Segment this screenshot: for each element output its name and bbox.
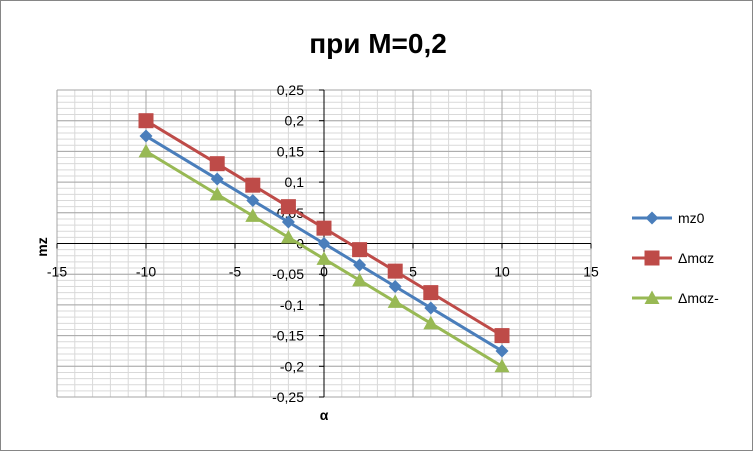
data-point <box>353 258 367 272</box>
data-point <box>139 129 153 143</box>
data-point <box>281 215 295 229</box>
series-3 <box>138 143 510 373</box>
x-tick-label: -15 <box>47 264 67 280</box>
data-point <box>494 358 510 373</box>
x-tick-label: -5 <box>229 264 242 280</box>
legend-label: Δmαz <box>678 250 714 266</box>
legend-label: mz0 <box>678 210 705 226</box>
legend-item[interactable]: mz0 <box>632 210 705 226</box>
data-point <box>352 272 368 287</box>
legend-marker <box>644 250 660 266</box>
data-point <box>138 143 154 158</box>
data-point <box>245 177 261 193</box>
data-point <box>424 301 438 315</box>
data-point <box>209 186 225 201</box>
series-2 <box>138 113 510 344</box>
data-point <box>280 199 296 215</box>
legend-item[interactable]: Δmαz <box>632 250 714 266</box>
data-point <box>387 294 403 308</box>
legend-label: Δmαz- <box>678 290 719 306</box>
data-point <box>387 263 403 279</box>
y-tick-label: -0,15 <box>272 328 304 344</box>
data-point <box>209 156 225 172</box>
data-point <box>388 279 402 293</box>
data-point <box>352 242 368 258</box>
y-axis-label: mz <box>34 237 50 256</box>
data-point <box>246 194 260 208</box>
data-point <box>423 315 439 330</box>
data-point <box>245 208 261 222</box>
series-1 <box>139 129 509 358</box>
series <box>138 113 510 373</box>
data-point <box>316 251 332 265</box>
chart-title: при М=0,2 <box>309 28 447 59</box>
x-tick-label: -10 <box>136 264 156 280</box>
legend-marker <box>645 211 659 225</box>
x-tick-label: 10 <box>494 264 510 280</box>
legend-marker <box>644 290 660 304</box>
data-point <box>316 220 332 236</box>
x-axis-label: α <box>320 407 329 423</box>
y-tick-label: 0,15 <box>277 143 304 159</box>
data-point <box>280 229 296 244</box>
data-point <box>494 328 510 344</box>
x-tick-label: 15 <box>583 264 599 280</box>
data-point <box>210 172 224 186</box>
data-point <box>317 237 331 250</box>
x-tick-label: 0 <box>320 264 328 280</box>
y-tick-label: 0,1 <box>285 174 305 190</box>
legend-item[interactable]: Δmαz- <box>632 290 719 306</box>
data-point <box>138 113 154 129</box>
data-point <box>423 285 439 301</box>
data-point <box>495 344 509 358</box>
y-tick-label: 0,2 <box>285 113 305 129</box>
x-tick-label: 5 <box>409 264 417 280</box>
y-tick-label: -0,05 <box>272 266 304 282</box>
y-tick-label: -0,1 <box>280 297 304 313</box>
legend[interactable]: mz0 Δmαz Δmαz- <box>632 210 719 306</box>
y-tick-label: 0,25 <box>277 82 304 98</box>
y-tick-label: -0,25 <box>272 389 304 405</box>
y-tick-label: -0,2 <box>280 358 304 374</box>
